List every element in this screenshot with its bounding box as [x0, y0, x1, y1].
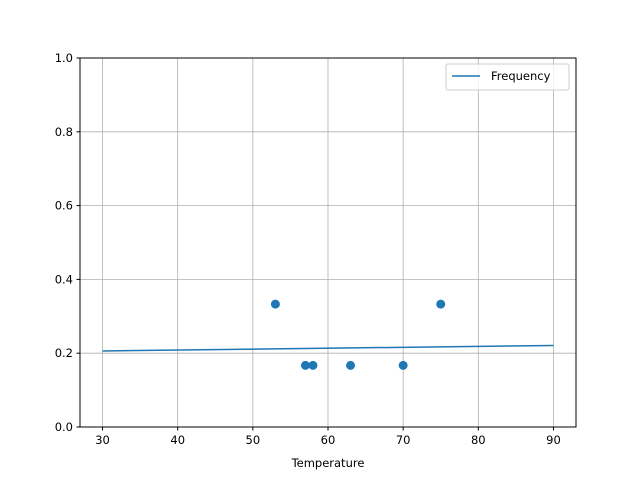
- y-tick-label: 0.0: [55, 420, 73, 434]
- grid: [80, 57, 576, 428]
- legend-box: [445, 63, 570, 91]
- data-point: [300, 360, 310, 370]
- x-tick-label: 30: [95, 433, 110, 447]
- series-line: [102, 344, 554, 352]
- x-tick-label: 50: [246, 433, 261, 447]
- data-point: [436, 299, 446, 309]
- x-axis-label: Temperature: [291, 456, 365, 470]
- x-tick-label: 80: [471, 433, 486, 447]
- y-tick-label: 0.2: [55, 346, 73, 360]
- y-tick-label: 0.4: [55, 272, 73, 286]
- x-tick-label: 90: [546, 433, 561, 447]
- y-ticks: 0.0 0.2 0.4 0.6 0.8 1.0: [55, 51, 80, 434]
- y-tick-label: 0.6: [55, 199, 73, 213]
- data-point: [398, 360, 408, 370]
- legend-label: Frequency: [491, 69, 551, 83]
- x-tick-label: 40: [170, 433, 185, 447]
- x-tick-label: 70: [396, 433, 411, 447]
- data-point: [270, 299, 280, 309]
- data-point: [308, 360, 318, 370]
- legend: Frequency: [445, 63, 570, 91]
- y-tick-label: 0.8: [55, 125, 73, 139]
- series-layer: [102, 344, 554, 352]
- x-tick-label: 60: [321, 433, 336, 447]
- x-ticks: 30 40 50 60 70 80 90: [95, 427, 561, 447]
- points-layer: [270, 299, 446, 370]
- data-point: [346, 360, 356, 370]
- y-tick-label: 1.0: [55, 51, 73, 65]
